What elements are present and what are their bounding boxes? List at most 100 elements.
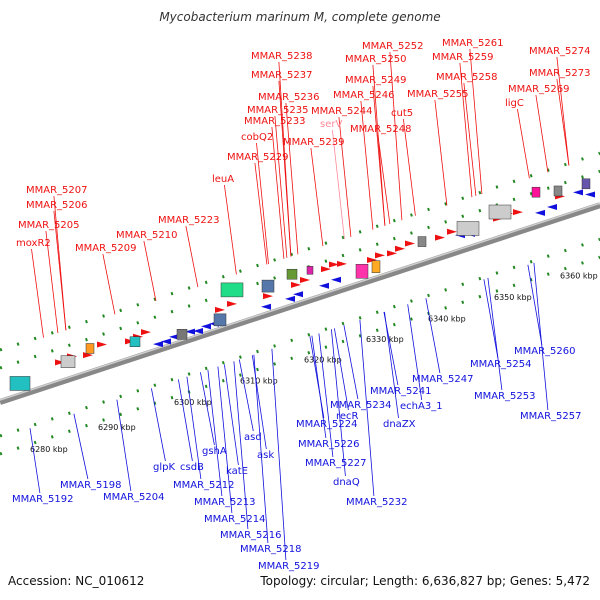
top-leader-2 <box>389 51 403 221</box>
reverse-gene-16 <box>547 203 557 210</box>
bottom-gene-label-13: ask <box>257 450 274 461</box>
tick-label-7: 6350 kbp <box>494 293 532 302</box>
feature-box-9 <box>371 260 381 273</box>
top-gene-label-3: MMAR_5238 <box>251 51 313 62</box>
bottom-leader-27 <box>233 361 249 530</box>
bottom-gene-label-16: glpK <box>153 462 175 473</box>
reverse-gene-15 <box>535 209 545 216</box>
bottom-gene-label-26: MMAR_5214 <box>204 514 266 525</box>
top-gene-label-13: MMAR_5236 <box>258 92 320 103</box>
top-leader-26 <box>53 210 67 331</box>
bottom-gene-label-17: csdB <box>180 462 204 473</box>
top-gene-label-6: MMAR_5250 <box>345 54 407 65</box>
dotted-track-2 <box>0 237 600 438</box>
forward-gene-10 <box>291 281 301 288</box>
tick-label-8: 6360 kbp <box>560 271 598 280</box>
feature-box-1 <box>60 355 76 368</box>
bottom-gene-label-8: dnaZX <box>383 419 416 430</box>
bottom-gene-label-23: MMAR_5204 <box>103 492 165 503</box>
forward-gene-18 <box>395 245 405 252</box>
tick-label-0: 6280 kbp <box>30 445 68 454</box>
feature-box-2 <box>85 343 95 354</box>
feature-box-6 <box>286 268 298 280</box>
reverse-gene-18 <box>585 191 595 198</box>
top-leader-8 <box>535 94 549 173</box>
tick-label-3: 6310 kbp <box>240 376 278 385</box>
forward-gene-0 <box>55 359 65 366</box>
feature-box-10 <box>456 221 480 236</box>
genome-title: Mycobacterium marinum M, complete genome <box>159 10 441 24</box>
top-gene-label-8: MMAR_5269 <box>508 84 570 95</box>
reverse-gene-12 <box>331 276 341 283</box>
bottom-leader-14 <box>318 333 334 458</box>
top-leader-23 <box>254 162 268 265</box>
top-gene-label-28: MMAR_5205 <box>18 220 80 231</box>
bottom-leader-8 <box>384 311 399 419</box>
bottom-gene-label-12: MMAR_5226 <box>298 439 360 450</box>
reverse-gene-4 <box>185 328 195 335</box>
bottom-gene-label-22: MMAR_5192 <box>12 494 74 505</box>
bottom-leader-28 <box>253 354 269 544</box>
top-leader-17 <box>338 116 352 237</box>
top-leader-5 <box>459 62 473 198</box>
bottom-gene-label-15: dnaQ <box>333 477 360 488</box>
top-gene-label-12: MMAR_5246 <box>333 90 395 101</box>
top-gene-label-0: MMAR_5274 <box>529 46 591 57</box>
bottom-leader-15 <box>331 329 346 477</box>
bottom-gene-label-28: MMAR_5218 <box>240 544 302 555</box>
top-leader-0 <box>556 56 570 166</box>
bottom-leader-12 <box>311 335 327 439</box>
bottom-leader-5 <box>407 304 423 401</box>
top-leader-24 <box>224 184 237 275</box>
top-gene-label-5: MMAR_5259 <box>432 52 494 63</box>
reverse-gene-11 <box>319 282 329 289</box>
forward-gene-8 <box>227 300 237 307</box>
top-gene-label-19: serV <box>320 119 342 130</box>
top-leader-14 <box>517 108 530 179</box>
top-gene-label-1: MMAR_5261 <box>442 38 504 49</box>
top-leader-19 <box>332 129 345 240</box>
top-leader-22 <box>310 147 324 247</box>
bottom-leader-9 <box>334 328 349 411</box>
bottom-gene-label-29: MMAR_5219 <box>258 561 320 572</box>
top-leader-12 <box>360 100 374 230</box>
top-gene-label-24: leuA <box>212 174 234 185</box>
forward-gene-12 <box>321 266 331 273</box>
top-leader-18 <box>271 126 285 259</box>
top-gene-label-29: MMAR_5210 <box>116 230 178 241</box>
forward-gene-3 <box>97 341 107 348</box>
bottom-gene-label-14: MMAR_5227 <box>305 458 367 469</box>
bottom-leader-18 <box>200 372 215 446</box>
bottom-gene-label-21: MMAR_5212 <box>173 480 235 491</box>
forward-gene-20 <box>435 234 445 241</box>
bottom-leader-2 <box>425 298 441 374</box>
forward-gene-17 <box>387 250 397 257</box>
top-gene-label-16: MMAR_5235 <box>247 105 309 116</box>
reverse-gene-1 <box>161 338 171 345</box>
top-leader-16 <box>274 115 288 258</box>
top-leader-9 <box>463 82 477 196</box>
bottom-gene-label-9: recR <box>336 411 359 422</box>
bottom-leader-4 <box>487 277 503 391</box>
top-leader-27 <box>185 225 199 288</box>
top-leader-28 <box>45 230 59 334</box>
feature-box-5 <box>261 279 275 293</box>
tick-label-1: 6290 kbp <box>98 423 136 432</box>
top-gene-label-25: MMAR_5207 <box>26 185 88 196</box>
feature-box-11 <box>488 204 512 220</box>
bottom-gene-label-19: katE <box>226 466 248 477</box>
top-gene-label-21: cobQ2 <box>241 132 273 143</box>
bottom-gene-label-10: MMAR_5224 <box>296 419 358 430</box>
bottom-gene-label-24: MMAR_5213 <box>194 497 256 508</box>
top-leader-30 <box>31 248 44 338</box>
bottom-gene-label-5: echA3_1 <box>400 401 443 412</box>
bottom-gene-label-6: MMAR_5234 <box>330 400 392 411</box>
top-gene-label-2: MMAR_5252 <box>362 41 424 52</box>
top-gene-label-15: cut5 <box>391 108 413 119</box>
top-gene-label-27: MMAR_5223 <box>158 215 220 226</box>
bottom-gene-label-3: MMAR_5241 <box>370 386 432 397</box>
top-gene-label-26: MMAR_5206 <box>26 200 88 211</box>
reverse-gene-17 <box>573 189 583 196</box>
bottom-leader-6 <box>343 325 359 400</box>
top-leader-31 <box>102 253 116 315</box>
